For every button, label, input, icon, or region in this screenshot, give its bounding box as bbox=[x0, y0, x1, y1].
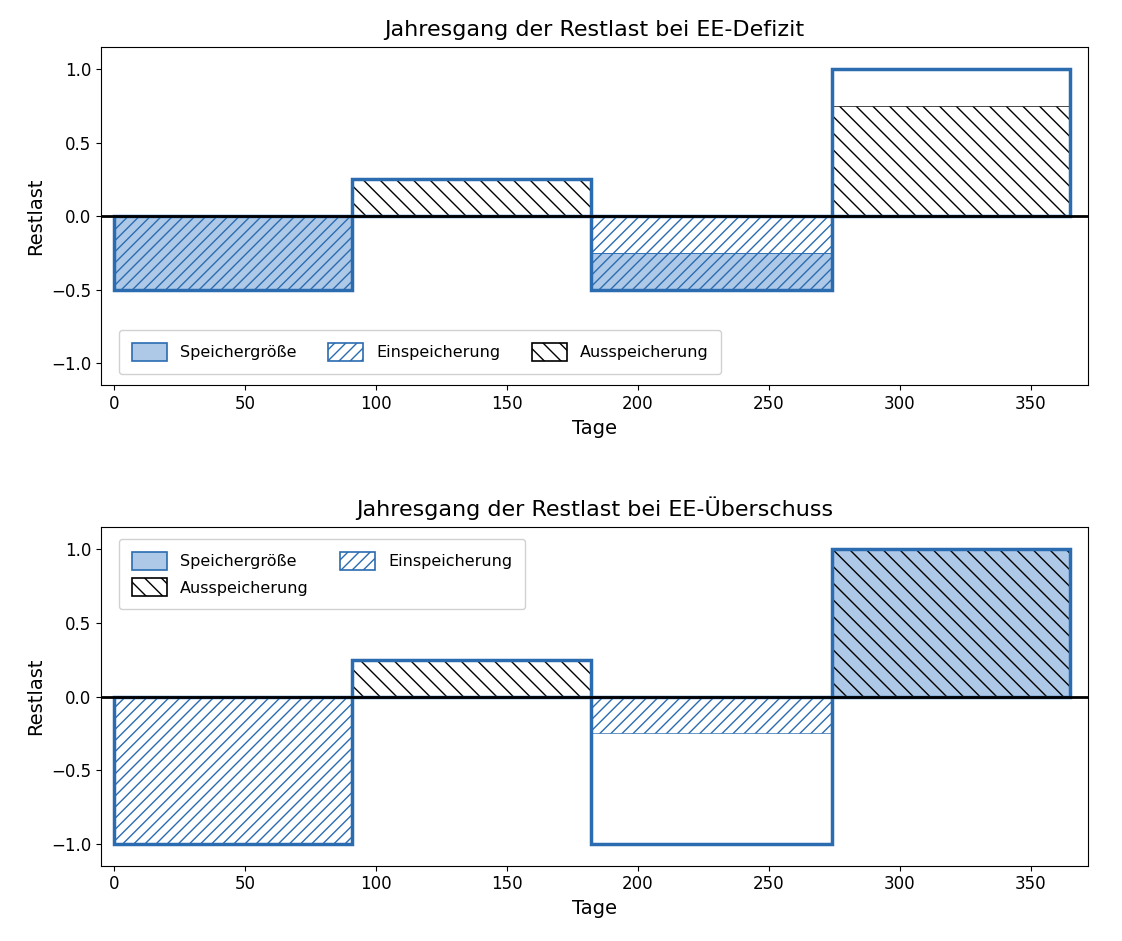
Bar bbox=[114, 216, 352, 290]
Bar bbox=[831, 69, 1070, 216]
Bar bbox=[590, 216, 831, 290]
X-axis label: Tage: Tage bbox=[572, 419, 617, 438]
Bar bbox=[590, 733, 831, 844]
Bar bbox=[114, 696, 352, 844]
Bar bbox=[114, 696, 352, 844]
Bar bbox=[590, 696, 831, 733]
Bar bbox=[831, 550, 1070, 696]
Bar bbox=[352, 180, 590, 216]
Bar bbox=[352, 660, 590, 696]
Title: Jahresgang der Restlast bei EE-Überschuss: Jahresgang der Restlast bei EE-Überschus… bbox=[356, 497, 834, 520]
Bar bbox=[114, 216, 352, 290]
Bar bbox=[831, 106, 1070, 216]
Bar bbox=[590, 696, 831, 844]
Y-axis label: Restlast: Restlast bbox=[27, 178, 46, 255]
Legend: Speichergröße, Ausspeicherung, Einspeicherung: Speichergröße, Ausspeicherung, Einspeich… bbox=[119, 539, 525, 609]
Bar bbox=[831, 550, 1070, 696]
Bar bbox=[352, 180, 590, 216]
Bar bbox=[831, 106, 1070, 216]
Title: Jahresgang der Restlast bei EE-Defizit: Jahresgang der Restlast bei EE-Defizit bbox=[385, 20, 804, 40]
Bar bbox=[590, 216, 831, 253]
Bar bbox=[590, 696, 831, 733]
Bar bbox=[114, 216, 352, 290]
Legend: Speichergröße, Einspeicherung, Ausspeicherung: Speichergröße, Einspeicherung, Ausspeich… bbox=[119, 330, 721, 374]
Bar bbox=[352, 660, 590, 696]
Y-axis label: Restlast: Restlast bbox=[27, 658, 46, 735]
Bar bbox=[831, 69, 1070, 106]
Bar bbox=[831, 550, 1070, 696]
Bar bbox=[590, 253, 831, 290]
X-axis label: Tage: Tage bbox=[572, 899, 617, 918]
Bar bbox=[114, 696, 352, 844]
Bar bbox=[590, 253, 831, 290]
Bar bbox=[352, 660, 590, 696]
Bar bbox=[590, 216, 831, 253]
Bar bbox=[352, 180, 590, 216]
